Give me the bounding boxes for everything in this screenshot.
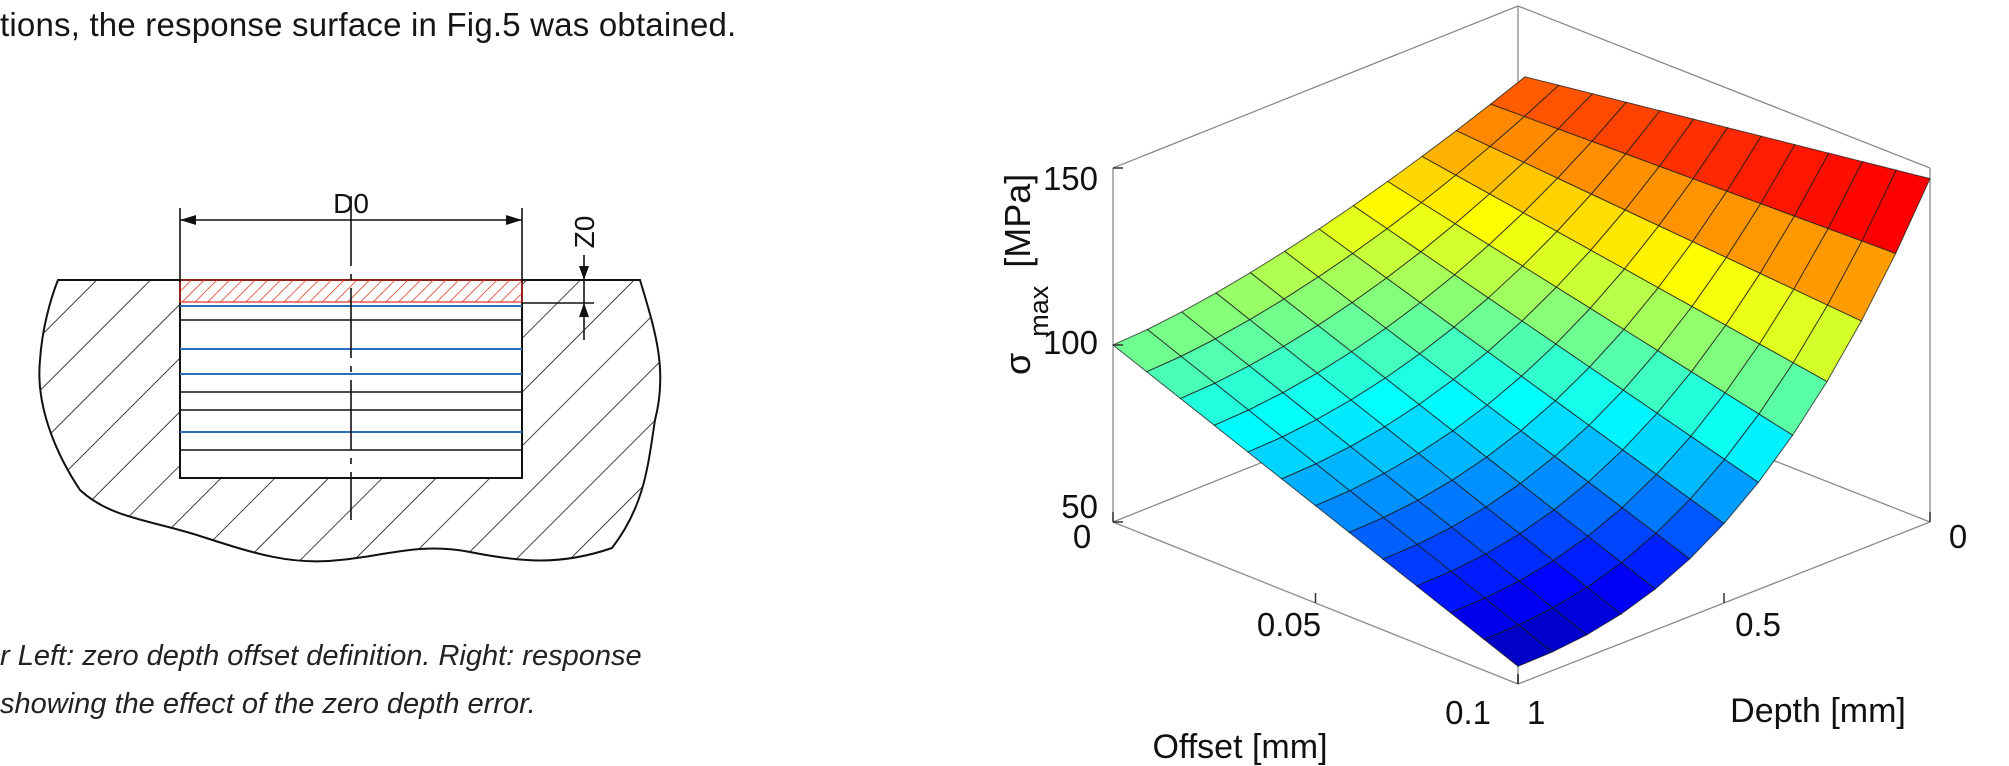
z-tick-label: 150 <box>1043 160 1098 197</box>
z-axis-subscript: max <box>1024 285 1054 337</box>
y-tick-label: 1 <box>1527 694 1545 731</box>
response-surface-plot: 150 100 50 0 0.05 0.1 1 0.5 0 Offset [mm… <box>997 5 1967 766</box>
z-axis-title: σ max [MPa] <box>997 174 1056 375</box>
x-tick-label: 0 <box>1073 518 1091 555</box>
y-axis-ticks: 1 0.5 0 <box>1527 518 1967 731</box>
offset-definition-drawing: D0 Z0 <box>38 188 662 563</box>
d0-dimension: D0 <box>179 188 523 282</box>
axis-tick-marks <box>1112 167 1931 684</box>
x-axis-ticks: 0 0.05 0.1 <box>1073 518 1491 731</box>
svg-text:σ max [MPa]: σ max [MPa] <box>997 174 1056 375</box>
d0-label: D0 <box>333 188 369 219</box>
y-tick-label: 0 <box>1949 518 1967 555</box>
z-tick-label: 50 <box>1061 488 1098 525</box>
response-surface <box>1112 76 1931 667</box>
workpiece-section <box>38 279 662 563</box>
x-tick-label: 0.1 <box>1445 694 1491 731</box>
x-axis-title: Offset [mm] <box>1152 728 1327 766</box>
body-text: tions, the response surface in Fig.5 was… <box>0 6 737 43</box>
z0-label: Z0 <box>569 216 600 249</box>
z-axis-unit: [MPa] <box>997 174 1038 268</box>
z0-dimension: Z0 <box>522 216 600 340</box>
figure-caption-line-1: r Left: zero depth offset definition. Ri… <box>0 640 642 672</box>
z-axis-symbol: σ <box>997 353 1038 375</box>
z-axis-ticks: 150 100 50 <box>1043 160 1098 525</box>
surface-patch <box>1483 624 1554 667</box>
z-tick-label: 100 <box>1043 324 1098 361</box>
figure-caption-line-2: showing the effect of the zero depth err… <box>0 688 536 720</box>
y-tick-label: 0.5 <box>1735 606 1781 643</box>
x-tick-label: 0.05 <box>1257 606 1321 643</box>
y-axis-title: Depth [mm] <box>1730 692 1906 730</box>
